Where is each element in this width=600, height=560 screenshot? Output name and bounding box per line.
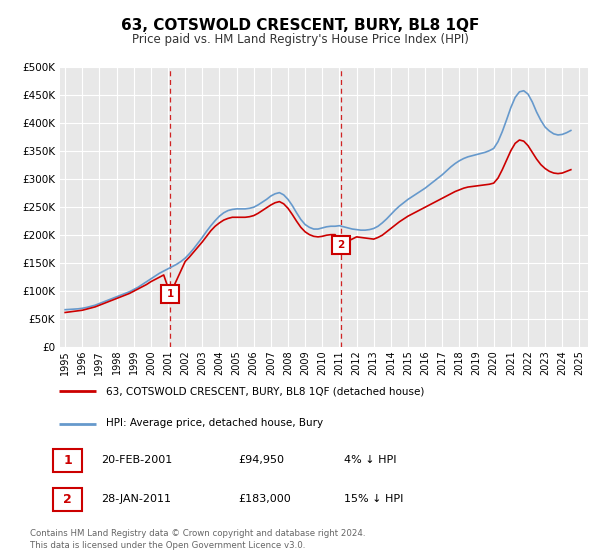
Text: 63, COTSWOLD CRESCENT, BURY, BL8 1QF (detached house): 63, COTSWOLD CRESCENT, BURY, BL8 1QF (de…: [106, 386, 424, 396]
Text: £94,950: £94,950: [238, 455, 284, 465]
Text: 20-FEB-2001: 20-FEB-2001: [101, 455, 172, 465]
FancyBboxPatch shape: [53, 449, 82, 472]
Text: 2: 2: [64, 493, 72, 506]
Text: 15% ↓ HPI: 15% ↓ HPI: [344, 494, 403, 504]
Text: £183,000: £183,000: [238, 494, 291, 504]
FancyBboxPatch shape: [53, 488, 82, 511]
Text: 4% ↓ HPI: 4% ↓ HPI: [344, 455, 396, 465]
Text: 1: 1: [64, 454, 72, 467]
Text: 1: 1: [167, 289, 174, 299]
Text: 2: 2: [337, 240, 344, 250]
Text: 63, COTSWOLD CRESCENT, BURY, BL8 1QF: 63, COTSWOLD CRESCENT, BURY, BL8 1QF: [121, 18, 479, 32]
Text: Contains HM Land Registry data © Crown copyright and database right 2024.
This d: Contains HM Land Registry data © Crown c…: [30, 529, 365, 550]
Text: Price paid vs. HM Land Registry's House Price Index (HPI): Price paid vs. HM Land Registry's House …: [131, 32, 469, 46]
Text: 28-JAN-2011: 28-JAN-2011: [101, 494, 171, 504]
Text: HPI: Average price, detached house, Bury: HPI: Average price, detached house, Bury: [106, 418, 323, 428]
